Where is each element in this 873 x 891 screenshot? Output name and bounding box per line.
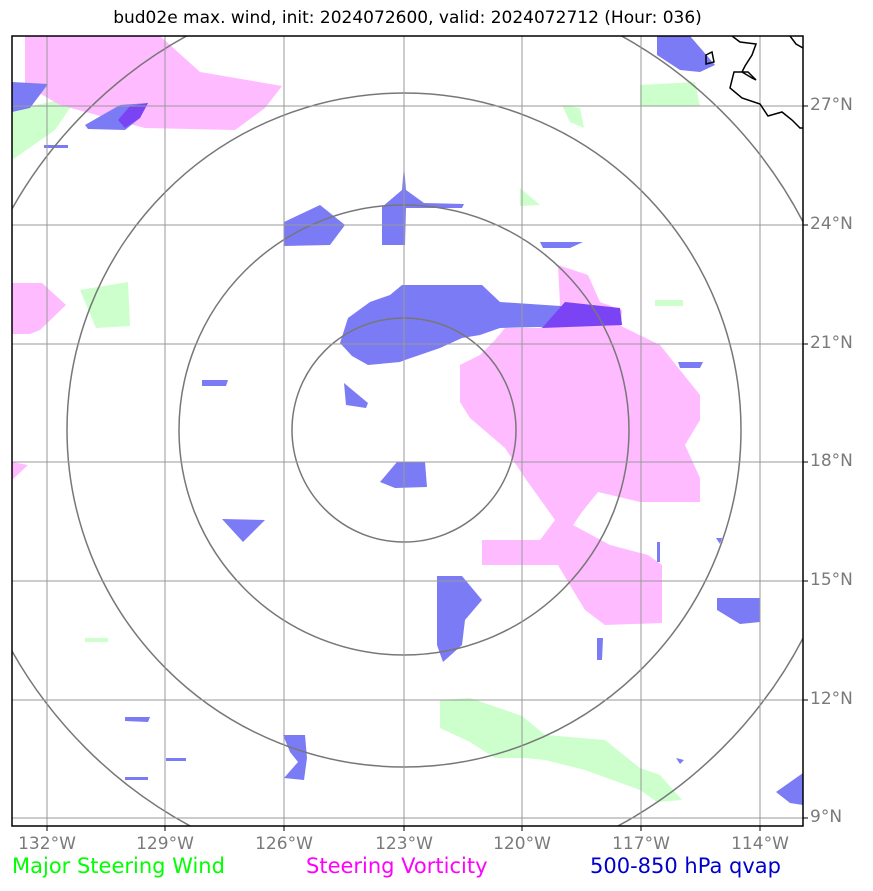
lon-label-129w: 129°W [136,834,194,854]
range-rings [12,36,803,826]
lat-label-15n: 15°N [810,570,853,590]
lat-label-27n: 27°N [810,95,853,115]
map-title: bud02e max. wind, init: 2024072600, vali… [113,8,702,28]
lat-label-12n: 12°N [810,689,853,709]
tick-marks [46,105,808,831]
lon-label-132w: 132°W [18,834,76,854]
coastline [705,36,803,129]
lat-lon-grid [12,36,803,826]
lon-label-126w: 126°W [255,834,313,854]
legend-steering-vorticity: Steering Vorticity [306,854,488,878]
lon-label-123w: 123°W [375,834,433,854]
lat-label-21n: 21°N [810,333,853,353]
lon-label-120w: 120°W [493,834,551,854]
lon-label-117w: 117°W [612,834,670,854]
qvap-areas [12,36,803,805]
legend-qvap: 500-850 hPa qvap [590,854,781,878]
legend-steering-wind: Major Steering Wind [12,854,225,878]
steering-wind-areas [12,82,700,802]
lat-label-18n: 18°N [810,451,853,471]
overlap-areas [118,103,622,328]
map-frame [11,35,804,827]
lon-label-114w: 114°W [731,834,789,854]
lat-label-24n: 24°N [810,214,853,234]
lat-label-9n: 9°N [810,807,843,827]
